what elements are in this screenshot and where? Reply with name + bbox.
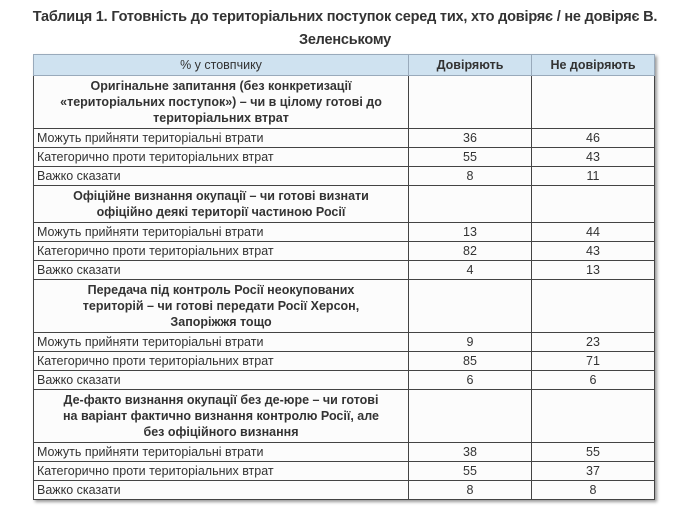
table-row: Можуть прийняти територіальні втрати 9 23 [33, 332, 655, 352]
section-row: Передача під контроль Росії неокупованих… [33, 279, 655, 333]
row-label: Категорично проти територіальних втрат [33, 351, 409, 371]
section-row: Офіційне визнання окупації – чи готові в… [33, 185, 655, 223]
empty-cell [408, 279, 532, 333]
table-row: Категорично проти територіальних втрат 85… [33, 351, 655, 371]
row-label: Можуть прийняти територіальні втрати [33, 442, 409, 462]
distrust-value: 11 [531, 166, 655, 186]
row-label: Категорично проти територіальних втрат [33, 147, 409, 167]
header-row: % у стовпчику Довіряють Не довіряють [33, 54, 655, 76]
table-row: Можуть прийняти територіальні втрати 13 44 [33, 222, 655, 242]
section-row: Оригінальне запитання (без конкретизації… [33, 75, 655, 129]
distrust-value: 43 [531, 241, 655, 261]
table-row: Можуть прийняти територіальні втрати 38 55 [33, 442, 655, 462]
data-table: % у стовпчику Довіряють Не довіряють Ори… [33, 54, 655, 500]
section-row: Де-факто визнання окупації без де-юре – … [33, 389, 655, 443]
distrust-value: 6 [531, 370, 655, 390]
empty-cell [531, 279, 655, 333]
empty-cell [408, 389, 532, 443]
trust-value: 82 [408, 241, 532, 261]
empty-cell [408, 75, 532, 129]
table-row: Важко сказати 4 13 [33, 260, 655, 280]
trust-value: 9 [408, 332, 532, 352]
table-row: Важко сказати 8 8 [33, 480, 655, 500]
distrust-value: 43 [531, 147, 655, 167]
row-label: Важко сказати [33, 260, 409, 280]
trust-value: 38 [408, 442, 532, 462]
trust-value: 55 [408, 461, 532, 481]
trust-value: 13 [408, 222, 532, 242]
row-label: Важко сказати [33, 370, 409, 390]
distrust-value: 44 [531, 222, 655, 242]
empty-cell [408, 185, 532, 223]
distrust-value: 46 [531, 128, 655, 148]
section-heading: Де-факто визнання окупації без де-юре – … [33, 389, 409, 443]
row-label: Можуть прийняти територіальні втрати [33, 332, 409, 352]
section-heading: Офіційне визнання окупації – чи готові в… [33, 185, 409, 223]
trust-value: 4 [408, 260, 532, 280]
row-label: Важко сказати [33, 480, 409, 500]
empty-cell [531, 185, 655, 223]
column-header-trust: Довіряють [408, 54, 532, 76]
empty-cell [531, 75, 655, 129]
distrust-value: 13 [531, 260, 655, 280]
distrust-value: 8 [531, 480, 655, 500]
section-heading: Передача під контроль Росії неокупованих… [33, 279, 409, 333]
table-row: Категорично проти територіальних втрат 55… [33, 461, 655, 481]
trust-value: 8 [408, 480, 532, 500]
trust-value: 8 [408, 166, 532, 186]
distrust-value: 55 [531, 442, 655, 462]
trust-value: 36 [408, 128, 532, 148]
trust-value: 6 [408, 370, 532, 390]
row-label: Категорично проти територіальних втрат [33, 241, 409, 261]
distrust-value: 23 [531, 332, 655, 352]
table-row: Категорично проти територіальних втрат 55… [33, 147, 655, 167]
table-row: Важко сказати 6 6 [33, 370, 655, 390]
table-row: Важко сказати 8 11 [33, 166, 655, 186]
row-label: Можуть прийняти територіальні втрати [33, 222, 409, 242]
trust-value: 85 [408, 351, 532, 371]
distrust-value: 37 [531, 461, 655, 481]
row-label: Можуть прийняти територіальні втрати [33, 128, 409, 148]
distrust-value: 71 [531, 351, 655, 371]
row-label: Категорично проти територіальних втрат [33, 461, 409, 481]
section-heading: Оригінальне запитання (без конкретизації… [33, 75, 409, 129]
trust-value: 55 [408, 147, 532, 167]
row-label: Важко сказати [33, 166, 409, 186]
table-title: Таблиця 1. Готовність до територіальних … [32, 9, 658, 48]
column-header-distrust: Не довіряють [531, 54, 655, 76]
table-row: Можуть прийняти територіальні втрати 36 46 [33, 128, 655, 148]
empty-cell [531, 389, 655, 443]
column-header-label: % у стовпчику [33, 54, 409, 76]
table-row: Категорично проти територіальних втрат 82… [33, 241, 655, 261]
